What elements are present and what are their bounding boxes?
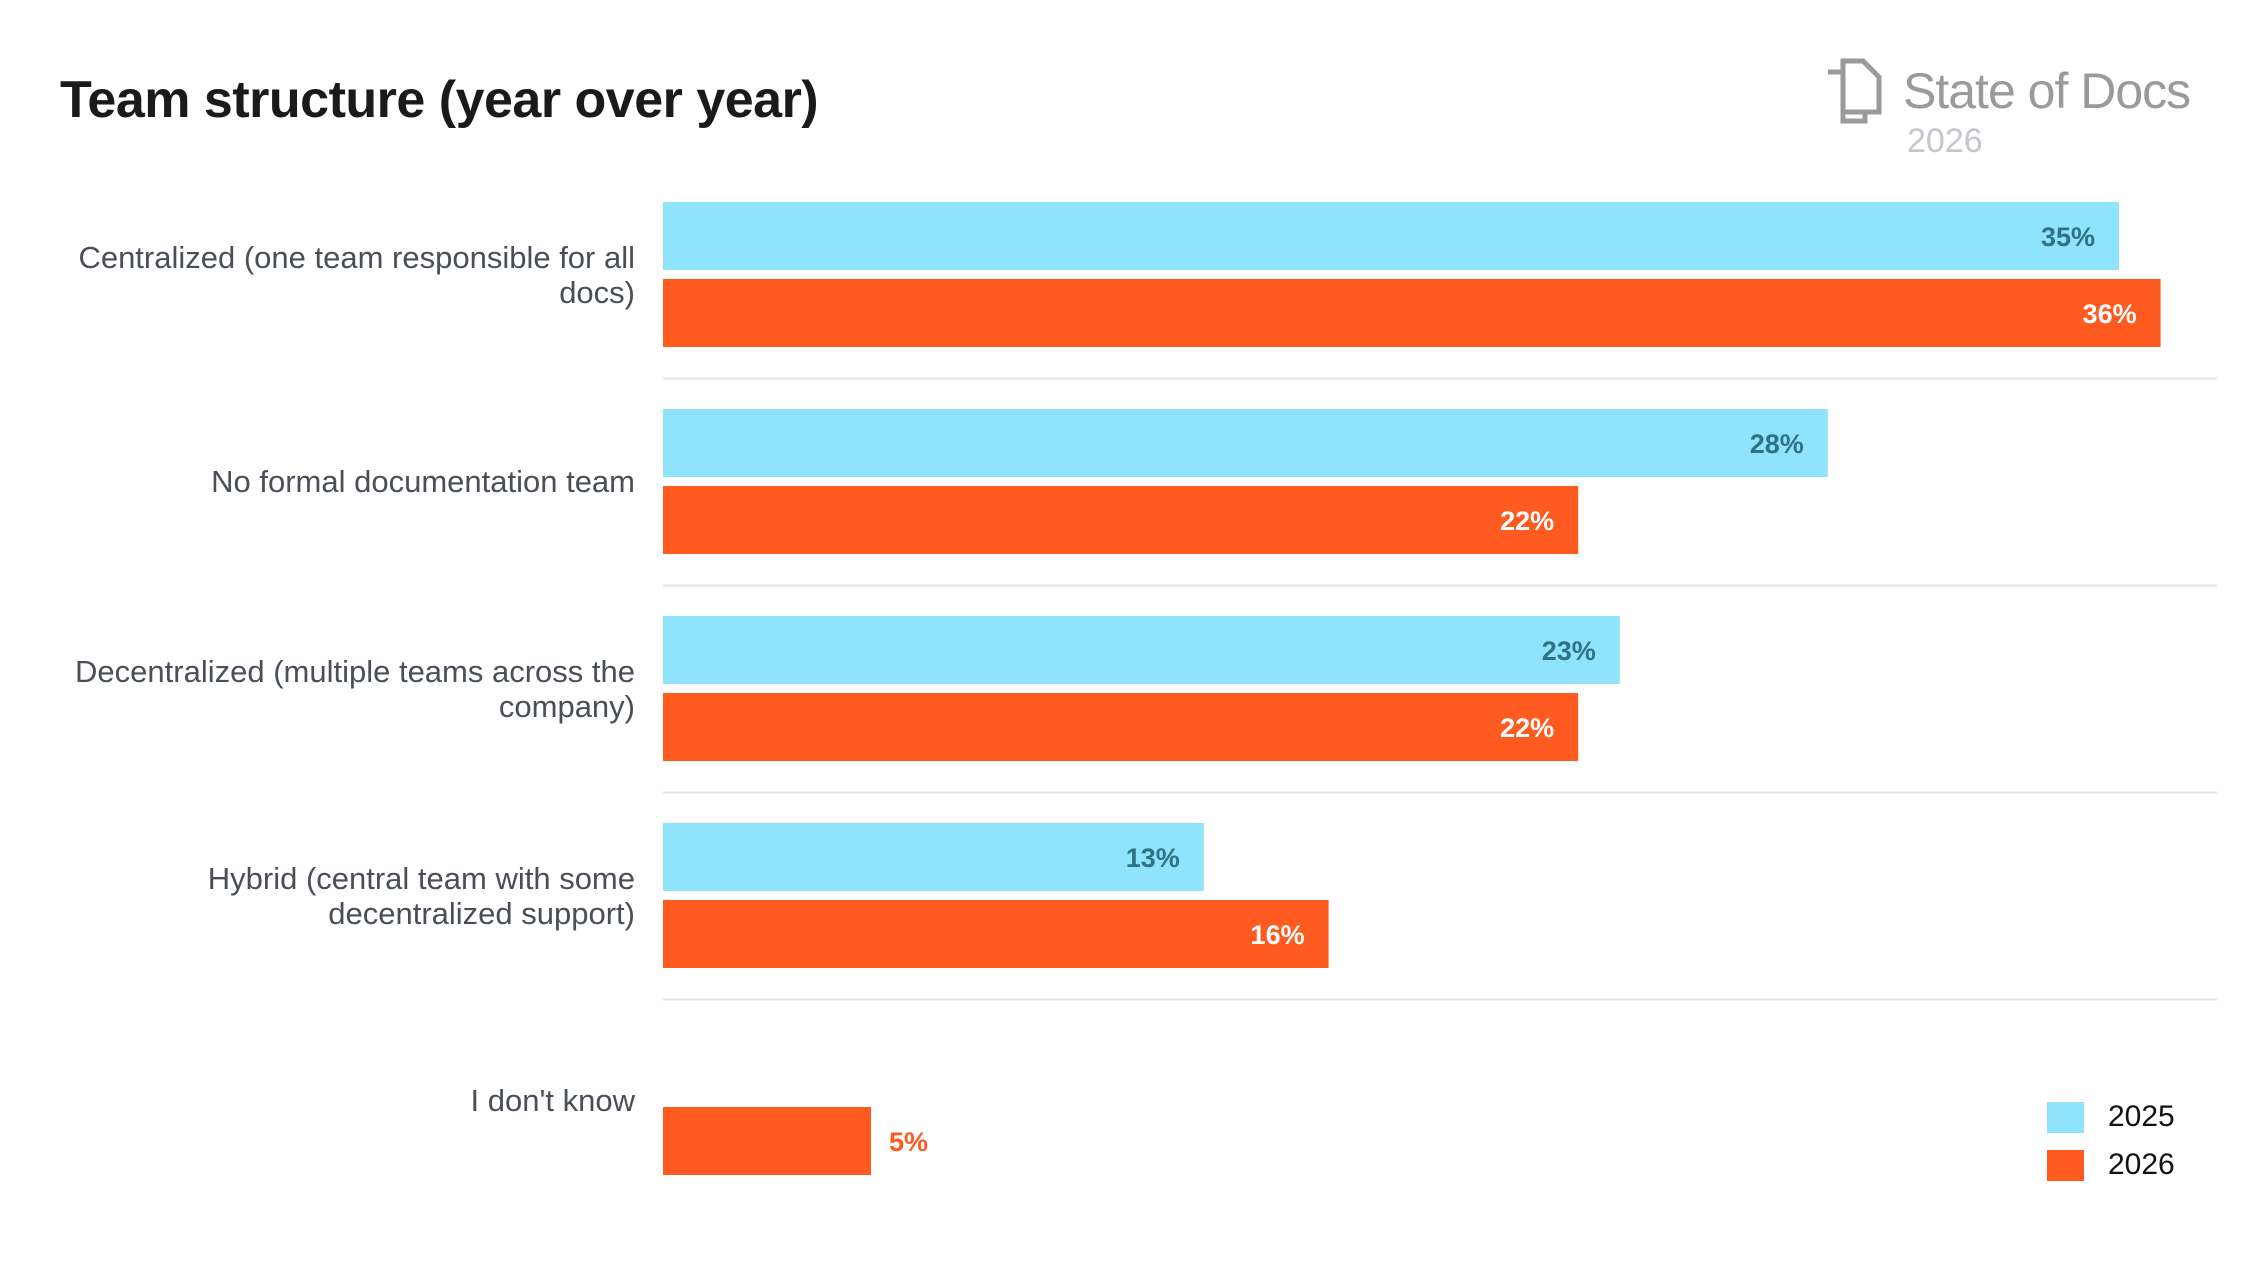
bar-2026 [663,486,1579,554]
bar-2025 [663,823,1204,891]
legend-swatch-2026 [2047,1150,2084,1181]
data-label-2025: 35% [2041,222,2095,252]
category-label: No formal documentation team [211,464,635,499]
bar-2025 [663,409,1828,477]
bar-2026 [663,279,2161,347]
data-label-2026: 5% [889,1127,928,1157]
docs-logo-icon [1828,58,1882,124]
data-label-2026: 16% [1251,920,1305,950]
legend-label-2025: 2025 [2108,1100,2175,1133]
logo-text: State of Docs [1903,63,2191,119]
data-label-2025: 13% [1126,843,1180,873]
logo-year: 2026 [1907,122,1983,160]
data-label-2026: 22% [1500,506,1554,536]
chart-title: Team structure (year over year) [60,71,819,129]
bar-2025 [663,616,1620,684]
category-label: Centralized (one team responsible for al… [78,239,635,310]
bar-2026 [663,900,1329,968]
data-label-2025: 23% [1542,636,1596,666]
category-label: I don't know [470,1082,635,1118]
category-label: Hybrid (central team with some decentral… [207,860,635,931]
legend-label-2026: 2026 [2108,1148,2175,1181]
bar-2025 [663,202,2119,270]
bar-2026 [663,1107,871,1175]
data-label-2026: 36% [2083,299,2137,329]
legend-swatch-2025 [2047,1102,2084,1133]
bar-2026 [663,693,1579,761]
category-label: Decentralized (multiple teams across the… [75,653,635,724]
data-label-2025: 28% [1750,429,1804,459]
data-label-2026: 22% [1500,713,1554,743]
